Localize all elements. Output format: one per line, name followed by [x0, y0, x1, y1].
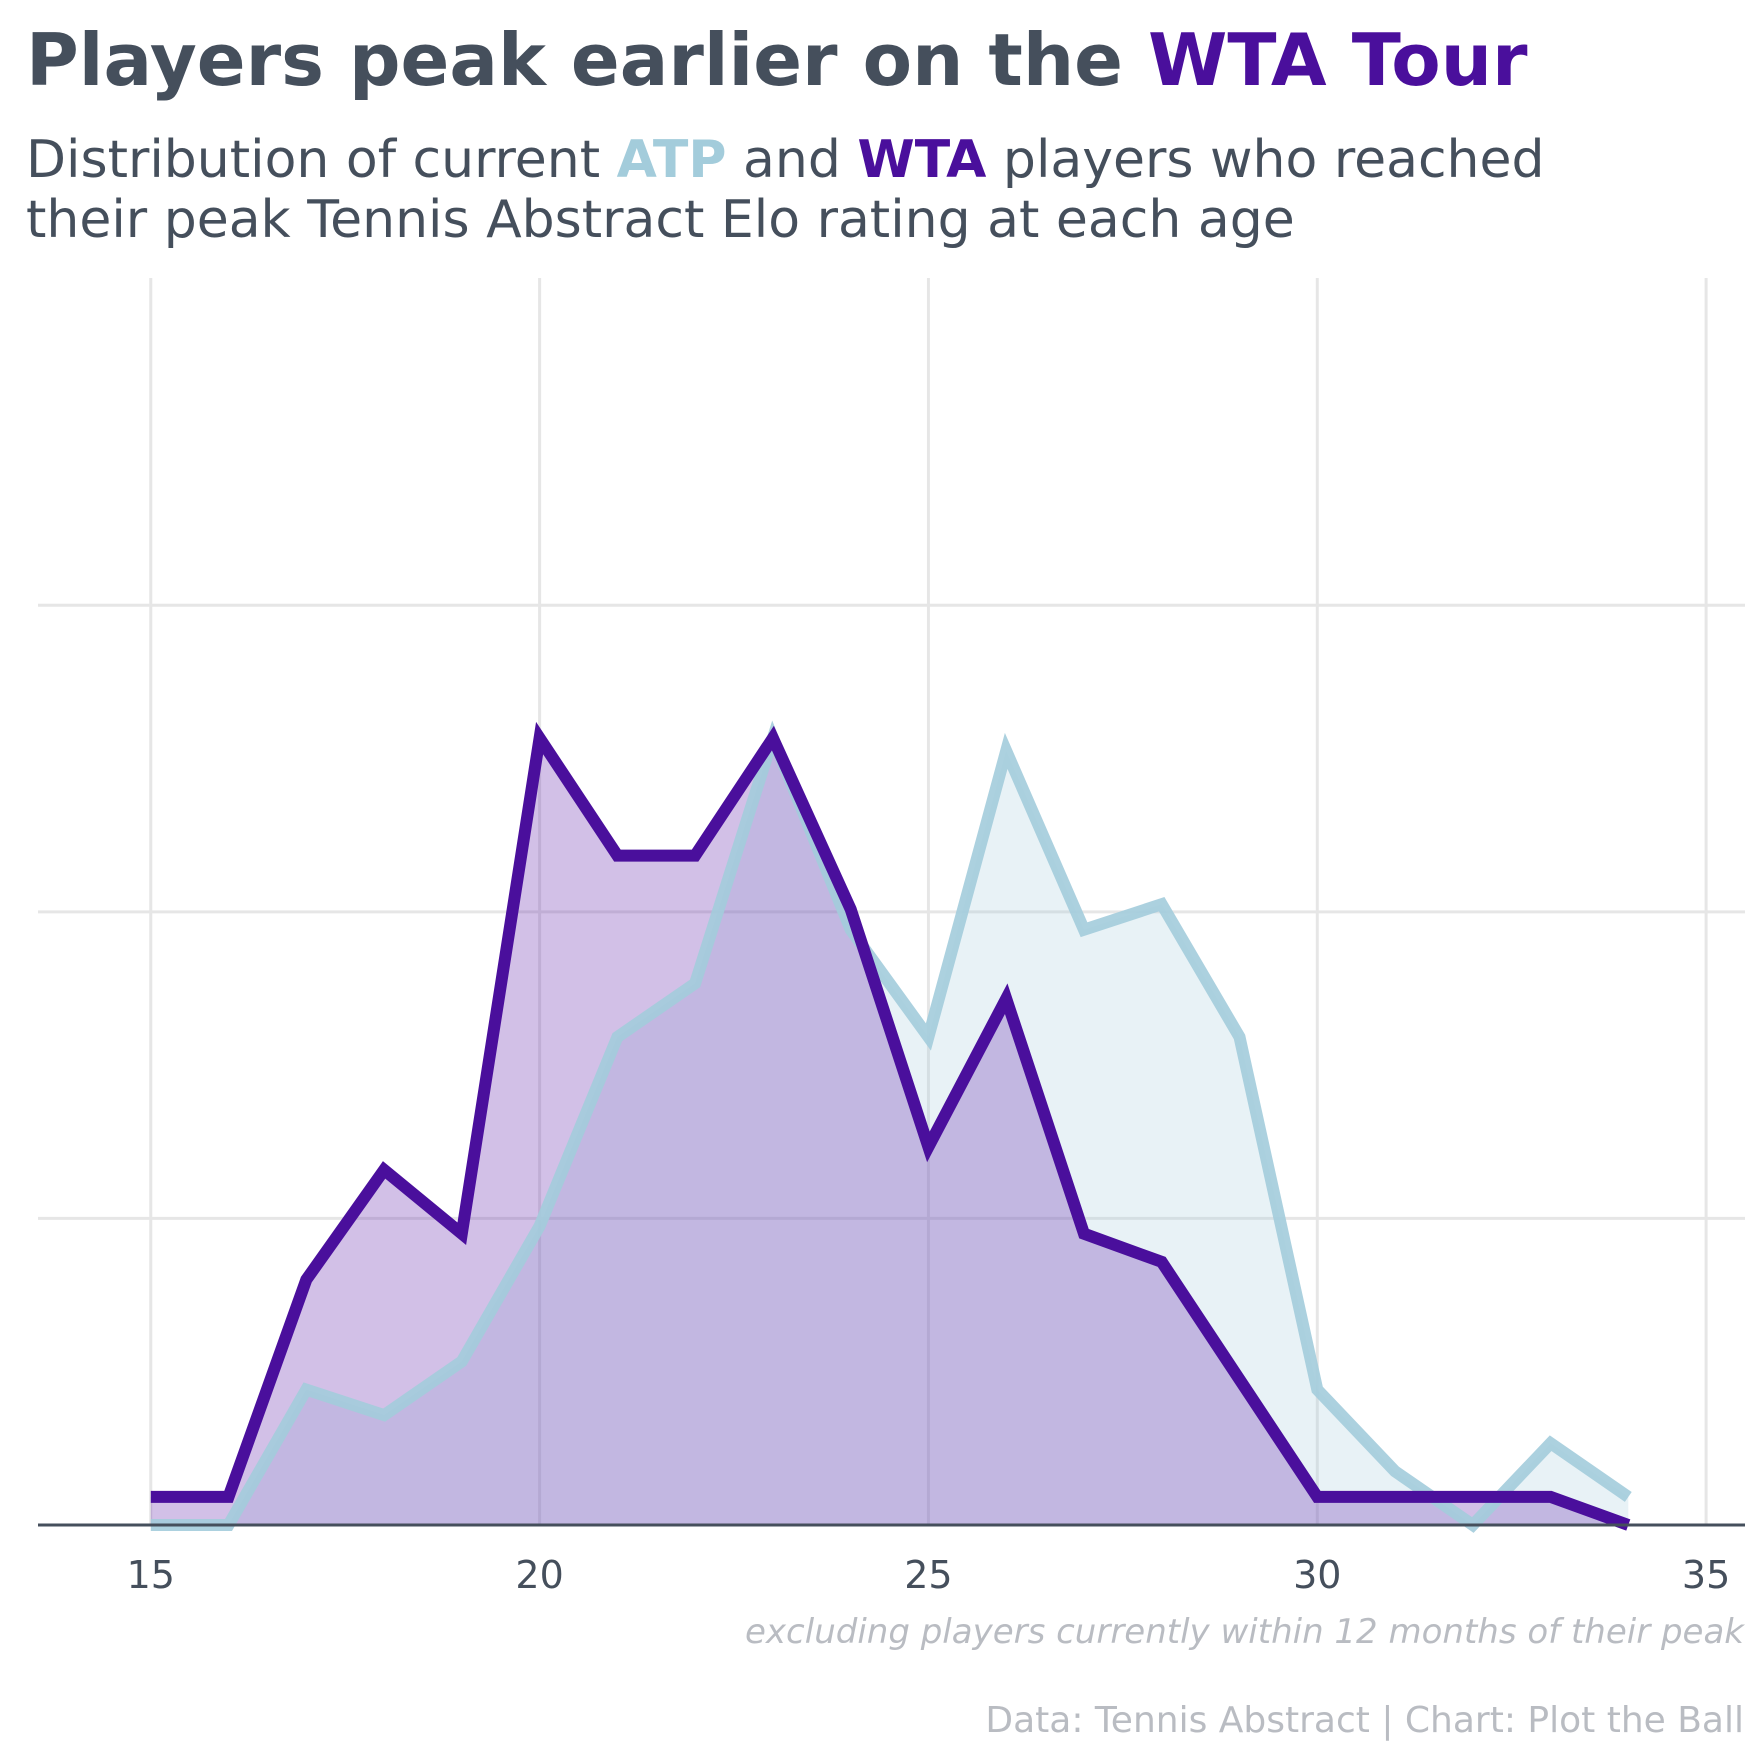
title-prefix: Players peak earlier on the [26, 18, 1148, 102]
chart-credit: Data: Tennis Abstract | Chart: Plot the … [985, 1700, 1744, 1741]
x-tick-label: 35 [1682, 1553, 1730, 1597]
series-line-atp [150, 720, 1632, 1533]
x-tick-label: 25 [904, 1553, 952, 1597]
area-wta [150, 738, 1629, 1525]
chart-title: Players peak earlier on the WTA Tour [26, 18, 1528, 102]
subtitle-atp-label: ATP [616, 130, 727, 190]
x-tick-label: 15 [127, 1553, 175, 1597]
area-layer [150, 738, 1629, 1525]
title-highlight: WTA Tour [1147, 18, 1528, 102]
x-tick-label: 30 [1293, 1553, 1341, 1597]
area-atp [150, 738, 1629, 1525]
subtitle-line-2: their peak Tennis Abstract Elo rating at… [26, 190, 1295, 250]
x-tick-labels: 15 20 25 30 35 [127, 1553, 1731, 1597]
subtitle-text-c: players who reached [986, 130, 1545, 190]
subtitle-line-1: Distribution of current ATP and WTA play… [26, 130, 1545, 190]
series-line-wta [150, 721, 1631, 1531]
subtitle-text-b: and [726, 130, 858, 190]
chart-note: excluding players currently within 12 mo… [745, 1612, 1744, 1652]
chart-subtitle: Distribution of current ATP and WTA play… [26, 130, 1545, 250]
subtitle-text-a: Distribution of current [26, 130, 617, 190]
subtitle-wta-label: WTA [857, 130, 987, 190]
x-tick-label: 20 [515, 1553, 563, 1597]
chart-svg: 15 20 25 30 35 [38, 278, 1745, 1597]
line-layer [150, 720, 1632, 1533]
